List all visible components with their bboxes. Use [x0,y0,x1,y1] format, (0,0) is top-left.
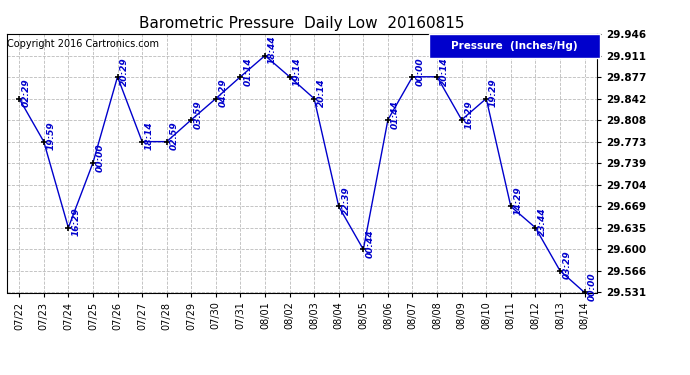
Text: 18:14: 18:14 [145,122,154,150]
Text: 02:29: 02:29 [22,79,31,107]
Text: 19:14: 19:14 [293,57,302,86]
Text: 20:14: 20:14 [317,79,326,107]
Text: 18:44: 18:44 [268,36,277,64]
Text: 03:29: 03:29 [563,251,572,279]
Text: 16:29: 16:29 [464,100,473,129]
Text: 16:29: 16:29 [71,208,80,236]
Text: 01:44: 01:44 [391,100,400,129]
Text: 20:29: 20:29 [120,57,129,86]
Text: 02:59: 02:59 [170,122,179,150]
Text: Pressure  (Inches/Hg): Pressure (Inches/Hg) [451,41,578,51]
Title: Barometric Pressure  Daily Low  20160815: Barometric Pressure Daily Low 20160815 [139,16,464,31]
Text: 04:29: 04:29 [219,79,228,107]
FancyBboxPatch shape [428,34,600,58]
Text: 00:44: 00:44 [366,230,375,258]
Text: 00:00: 00:00 [587,273,596,301]
Text: 00:00: 00:00 [415,57,424,86]
Text: 19:59: 19:59 [46,122,56,150]
Text: 22:39: 22:39 [342,187,351,215]
Text: 19:29: 19:29 [489,79,498,107]
Text: 20:14: 20:14 [440,57,449,86]
Text: Copyright 2016 Cartronics.com: Copyright 2016 Cartronics.com [7,39,159,50]
Text: 23:44: 23:44 [538,208,547,236]
Text: 14:29: 14:29 [513,187,522,215]
Text: 01:14: 01:14 [243,57,253,86]
Text: 03:59: 03:59 [194,100,203,129]
Text: 00:00: 00:00 [96,143,105,172]
